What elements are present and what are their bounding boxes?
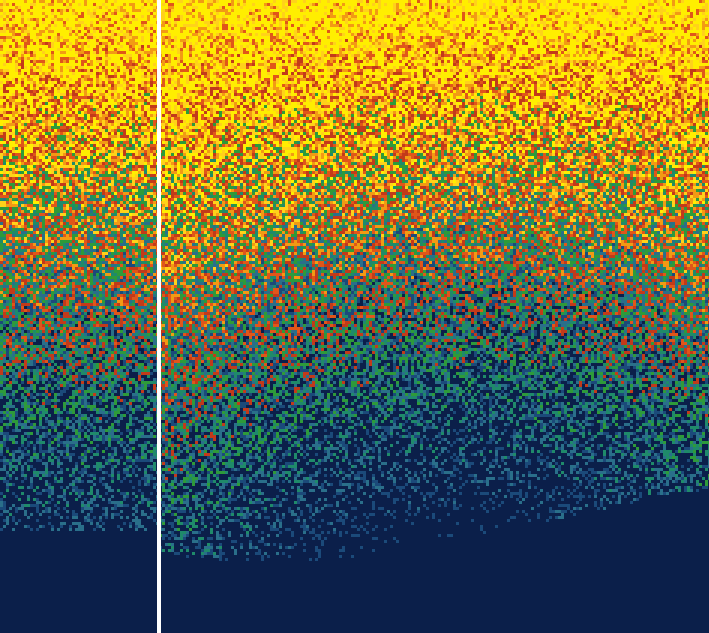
panel-divider: [157, 0, 161, 633]
